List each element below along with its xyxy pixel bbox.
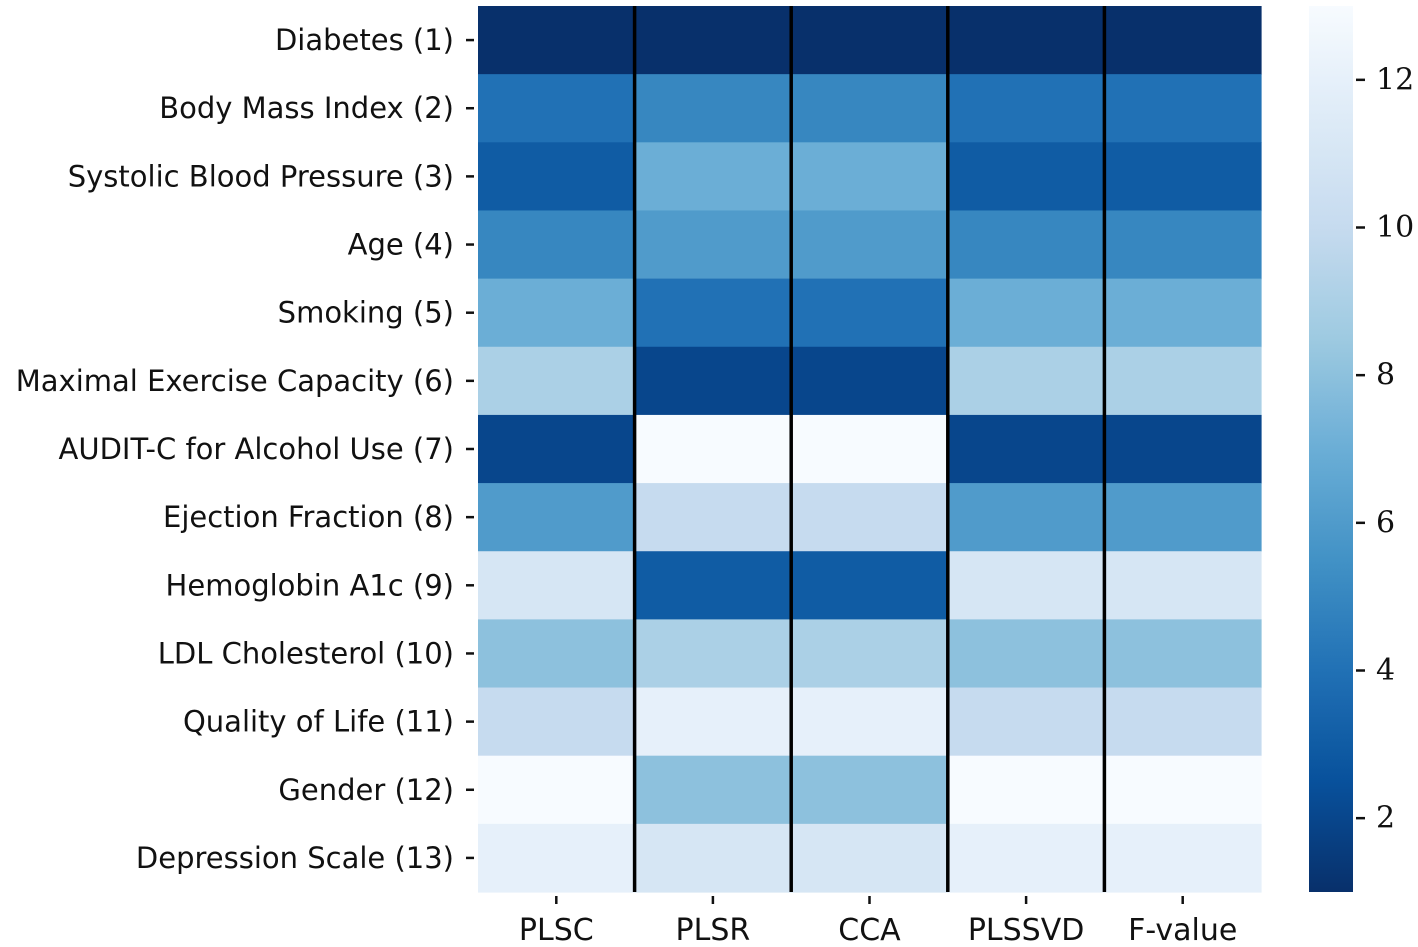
heatmap-cell (1104, 142, 1262, 212)
y-tick-label: AUDIT-C for Alcohol Use (7) (59, 432, 454, 466)
heatmap-cell (947, 755, 1105, 825)
colorbar-tick-label: 2 (1376, 801, 1395, 836)
y-tick-label: Smoking (5) (278, 296, 454, 330)
heatmap-cell (791, 483, 949, 552)
colorbar: 2 4 6 8 10 12 (1309, 6, 1414, 892)
colorbar-tick-label: 10 (1376, 210, 1414, 245)
heatmap-cell (634, 210, 792, 280)
y-tick-label: Diabetes (1) (275, 23, 454, 57)
heatmap-cell (791, 142, 949, 212)
heatmap-cell (791, 6, 949, 75)
heatmap-cell (1104, 278, 1262, 348)
x-tick-label: F-value (1128, 913, 1237, 947)
heatmap-cell (947, 619, 1105, 689)
heatmap-cells (478, 6, 1262, 893)
y-tick-label: Systolic Blood Pressure (3) (68, 159, 454, 193)
heatmap-cell (478, 346, 636, 416)
heatmap-cell (1104, 687, 1262, 757)
heatmap-cell (634, 619, 792, 689)
heatmap-cell (947, 483, 1105, 552)
x-tick-label: PLSR (676, 913, 751, 947)
heatmap-cell (478, 483, 636, 552)
heatmap-cell (947, 6, 1105, 75)
heatmap-cell (791, 687, 949, 757)
colorbar-tick-label: 4 (1376, 653, 1395, 688)
heatmap-cell (791, 346, 949, 416)
heatmap-cell (478, 210, 636, 280)
heatmap-cell (478, 6, 636, 75)
heatmap-cell (947, 142, 1105, 212)
y-tick-label: Maximal Exercise Capacity (6) (16, 364, 454, 398)
y-tick-label: Ejection Fraction (8) (163, 500, 454, 534)
heatmap-cell (1104, 551, 1262, 620)
heatmap-cell (1104, 414, 1262, 484)
heatmap-cell (1104, 210, 1262, 280)
heatmap-cell (791, 414, 949, 484)
colorbar-tick-label: 12 (1376, 62, 1414, 97)
heatmap-cell (634, 755, 792, 825)
heatmap-cell (947, 210, 1105, 280)
heatmap-cell (1104, 823, 1262, 893)
heatmap-cell (634, 278, 792, 348)
y-tick-label: Body Mass Index (2) (159, 91, 454, 125)
heatmap-cell (478, 142, 636, 212)
heatmap-cell (634, 823, 792, 893)
heatmap-cell (791, 619, 949, 689)
heatmap-cell (1104, 6, 1262, 75)
heatmap-cell (634, 483, 792, 552)
heatmap-cell (478, 414, 636, 484)
heatmap-cell (947, 687, 1105, 757)
heatmap-cell (478, 619, 636, 689)
colorbar-gradient (1309, 6, 1353, 892)
heatmap-cell (947, 414, 1105, 484)
heatmap-cell (478, 74, 636, 143)
heatmap-cell (947, 346, 1105, 416)
heatmap-cell (791, 210, 949, 280)
heatmap-cell (634, 414, 792, 484)
heatmap-cell (478, 823, 636, 893)
y-tick-label: Age (4) (348, 228, 454, 262)
heatmap-cell (478, 278, 636, 348)
heatmap-cell (634, 142, 792, 212)
x-axis: PLSC PLSR CCA PLSSVD F-value (519, 896, 1237, 947)
y-axis: Diabetes (1) Body Mass Index (2) Systolic … (16, 23, 474, 875)
heatmap-cell (1104, 74, 1262, 143)
y-tick-label: Quality of Life (11) (183, 705, 454, 739)
column-separators (632, 6, 1107, 892)
y-tick-label: Gender (12) (278, 773, 454, 807)
x-tick-label: PLSC (519, 913, 594, 947)
x-tick-label: CCA (838, 913, 901, 947)
heatmap-cell (947, 278, 1105, 348)
heatmap-cell (791, 755, 949, 825)
heatmap-cell (634, 551, 792, 620)
y-tick-label: Hemoglobin A1c (9) (166, 568, 454, 602)
heatmap-cell (478, 755, 636, 825)
y-tick-label: LDL Cholesterol (10) (158, 636, 454, 670)
heatmap-cell (1104, 483, 1262, 552)
heatmap-cell (791, 74, 949, 143)
heatmap-cell (478, 687, 636, 757)
heatmap-cell (947, 74, 1105, 143)
heatmap-cell (791, 278, 949, 348)
colorbar-tick-label: 8 (1376, 358, 1395, 393)
heatmap-cell (634, 346, 792, 416)
heatmap-cell (478, 551, 636, 620)
heatmap-cell (634, 687, 792, 757)
heatmap-cell (1104, 619, 1262, 689)
heatmap-cell (947, 823, 1105, 893)
heatmap-cell (1104, 346, 1262, 416)
x-tick-label: PLSSVD (968, 913, 1085, 947)
colorbar-tick-label: 6 (1376, 505, 1395, 540)
heatmap-cell (791, 551, 949, 620)
heatmap-cell (947, 551, 1105, 620)
heatmap-cell (1104, 755, 1262, 825)
heatmap-cell (791, 823, 949, 893)
y-tick-label: Depression Scale (13) (136, 841, 454, 875)
heatmap-cell (634, 74, 792, 143)
heatmap-cell (634, 6, 792, 75)
